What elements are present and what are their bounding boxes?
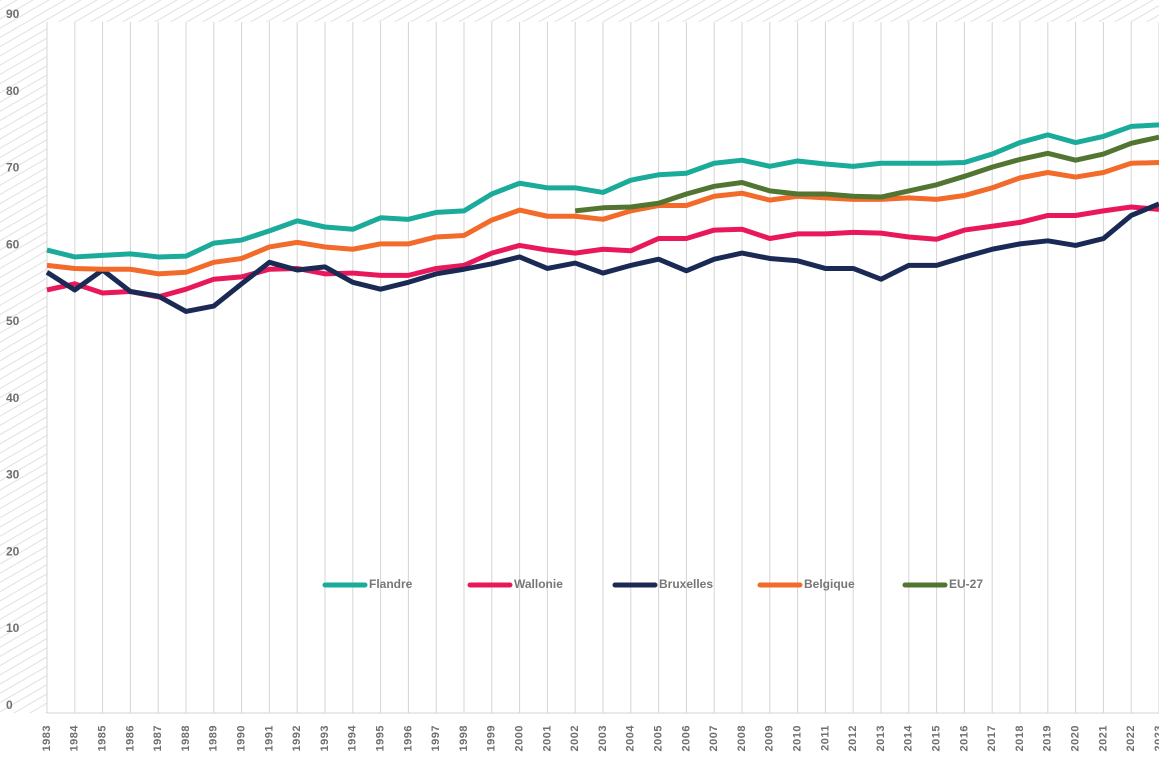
x-tick-label: 1990 <box>236 725 248 751</box>
x-tick-label: 2005 <box>653 725 665 751</box>
x-tick-label: 2014 <box>903 725 915 752</box>
x-tick-label: 2022 <box>1125 725 1137 751</box>
x-tick-label: 1999 <box>486 725 498 751</box>
legend-label: EU-27 <box>949 577 983 591</box>
x-tick-label: 2011 <box>819 725 831 751</box>
y-tick-label: 80 <box>6 84 20 98</box>
y-tick-label: 20 <box>6 544 20 558</box>
x-tick-label: 2015 <box>931 725 943 751</box>
x-tick-label: 2009 <box>764 725 776 751</box>
line-series <box>574 134 1159 214</box>
x-tick-label: 2001 <box>541 725 553 751</box>
x-tick-label: 2013 <box>875 725 887 751</box>
y-tick-label: 60 <box>6 237 20 251</box>
x-tick-label: 1996 <box>402 725 414 751</box>
x-tick-label: 2004 <box>625 725 637 752</box>
x-tick-label: 2023 <box>1153 725 1159 751</box>
x-tick-label: 2016 <box>958 725 970 751</box>
x-tick-label: 1991 <box>263 725 275 751</box>
x-tick-label: 2019 <box>1042 725 1054 751</box>
x-tick-label: 1983 <box>41 725 53 751</box>
y-tick-label: 70 <box>6 161 20 175</box>
x-tick-label: 1989 <box>208 725 220 751</box>
x-tick-label: 2017 <box>986 725 998 751</box>
x-tick-label: 1997 <box>430 725 442 751</box>
y-tick-label: 50 <box>6 314 20 328</box>
x-tick-label: 1994 <box>347 725 359 752</box>
line-series <box>46 204 1159 300</box>
x-tick-label: 2010 <box>792 725 804 751</box>
y-tick-label: 40 <box>6 391 20 405</box>
line-series <box>45 201 1159 314</box>
x-tick-label: 2018 <box>1014 725 1026 751</box>
x-tick-label: 2012 <box>847 725 859 751</box>
x-tick-label: 1986 <box>124 725 136 751</box>
x-tick-label: 2021 <box>1097 725 1109 751</box>
x-tick-label: 1984 <box>69 725 81 752</box>
y-tick-label: 30 <box>6 468 20 482</box>
legend-label: Belgique <box>804 577 855 591</box>
line-series <box>46 160 1159 277</box>
x-tick-label: 2008 <box>736 725 748 751</box>
x-tick-label: 2007 <box>708 725 720 751</box>
x-tick-label: 2000 <box>514 725 526 751</box>
x-tick-label: 2003 <box>597 725 609 751</box>
x-tick-label: 2020 <box>1070 725 1082 751</box>
line-series <box>46 122 1159 260</box>
x-tick-label: 1993 <box>319 725 331 751</box>
legend-label: Flandre <box>369 577 413 591</box>
x-tick-label: 1985 <box>97 725 109 751</box>
x-tick-label: 1987 <box>152 725 164 751</box>
y-tick-label: 90 <box>6 7 20 21</box>
x-tick-label: 2006 <box>680 725 692 751</box>
legend-label: Wallonie <box>514 577 563 591</box>
x-tick-label: 2002 <box>569 725 581 751</box>
x-axis-area <box>0 713 1159 766</box>
x-tick-label: 1998 <box>458 725 470 751</box>
y-tick-label: 10 <box>6 621 20 635</box>
x-tick-label: 1992 <box>291 725 303 751</box>
x-tick-label: 1988 <box>180 725 192 751</box>
x-tick-label: 1995 <box>375 725 387 751</box>
y-tick-label: 0 <box>6 698 13 712</box>
legend-label: Bruxelles <box>659 577 713 591</box>
